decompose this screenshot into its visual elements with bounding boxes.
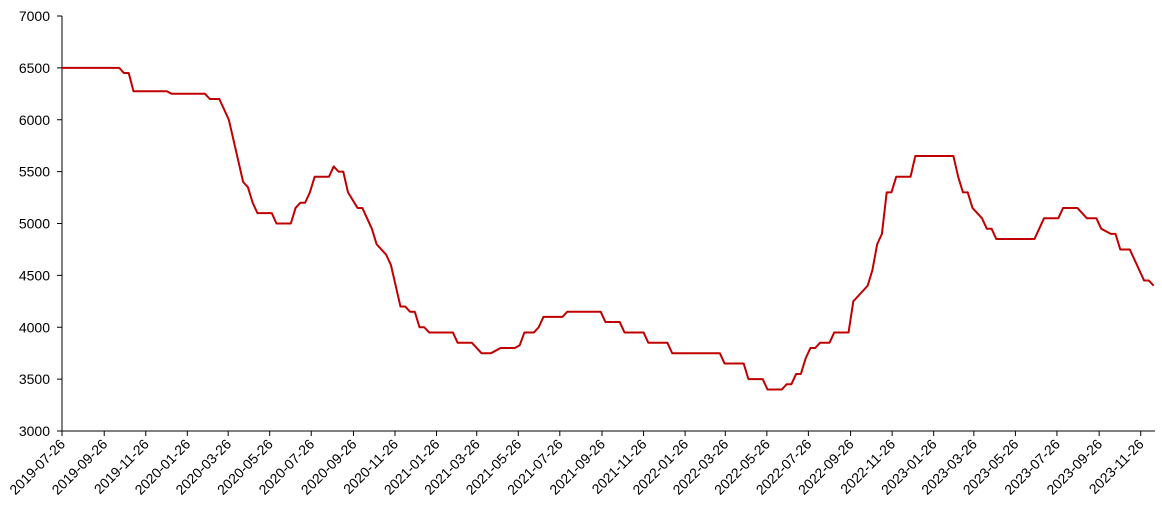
y-tick-label: 7000 — [19, 8, 50, 24]
y-tick-label: 4000 — [19, 319, 50, 335]
y-tick-label: 5000 — [19, 216, 50, 232]
y-tick-label: 3000 — [19, 423, 50, 439]
line — [62, 66, 1155, 391]
y-tick-label: 3500 — [19, 371, 50, 387]
y-tick-label: 6500 — [19, 60, 50, 76]
y-tick-label: 6000 — [19, 112, 50, 128]
y-tick-label: 4500 — [19, 267, 50, 283]
y-tick-label: 5500 — [19, 164, 50, 180]
